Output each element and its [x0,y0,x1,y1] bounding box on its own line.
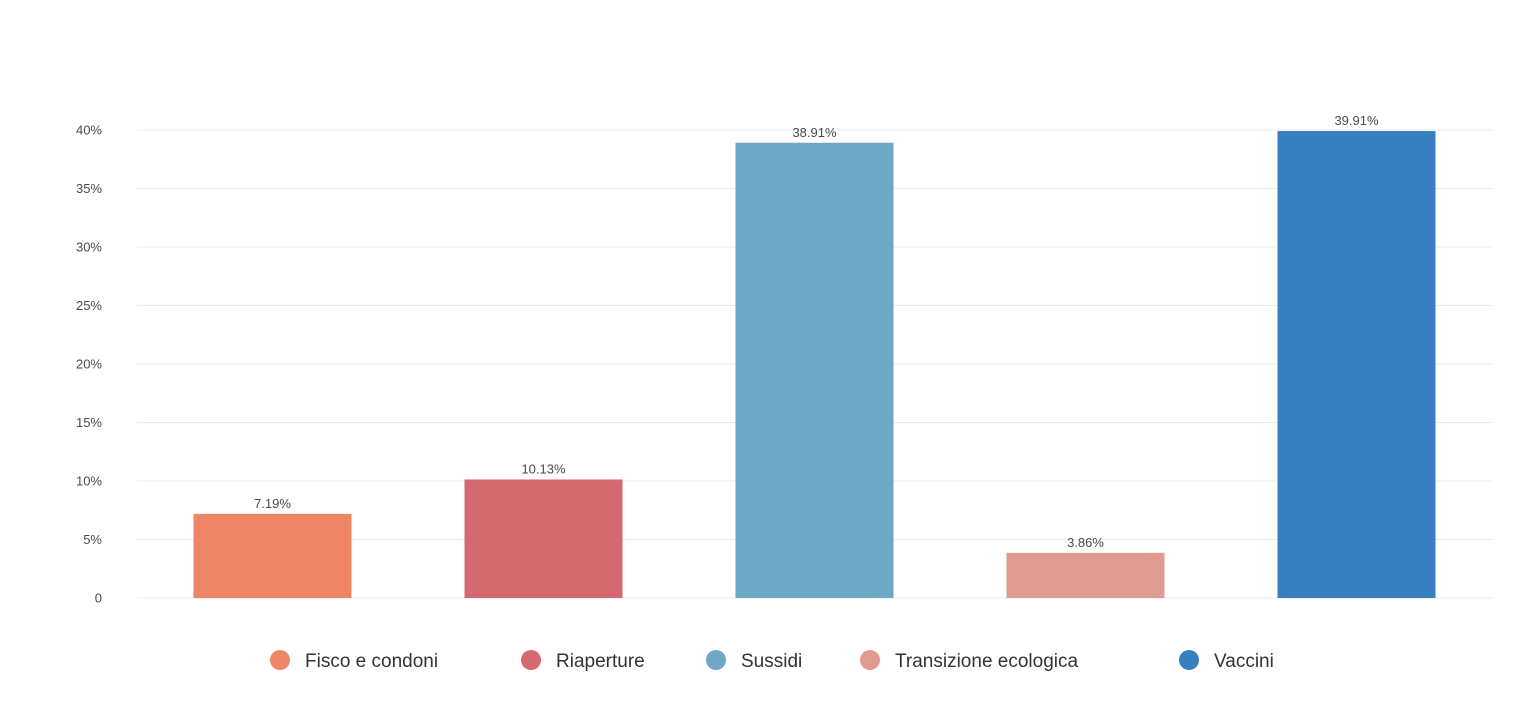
legend-label: Sussidi [741,651,802,672]
data-label: 3.86% [1067,535,1104,550]
bar [1277,131,1436,599]
data-label: 7.19% [254,496,291,511]
legend-label: Transizione ecologica [895,651,1078,672]
y-axis-ticks: 0 5% 10% 15% 20% 25% 30% 35% 40% [76,123,102,606]
y-tick-label: 30% [76,240,102,255]
legend-swatch [860,650,880,670]
bar [193,513,352,598]
legend-swatch [1179,650,1199,670]
data-labels: 7.19% 10.13% 38.91% 3.86% 39.91% [254,113,1379,550]
legend-swatch [270,650,290,670]
y-tick-label: 40% [76,123,102,138]
y-tick-label: 10% [76,474,102,489]
bar [1006,552,1165,598]
legend-label: Vaccini [1214,651,1274,672]
bar [464,479,623,598]
y-tick-label: 5% [83,532,102,547]
data-label: 38.91% [792,125,837,140]
y-tick-label: 0 [95,591,102,606]
bars [193,131,1436,599]
data-label: 39.91% [1334,113,1379,128]
legend-swatch [706,650,726,670]
y-tick-label: 25% [76,298,102,313]
y-tick-label: 15% [76,415,102,430]
y-tick-label: 35% [76,181,102,196]
legend-label: Riaperture [556,651,645,672]
y-tick-label: 20% [76,357,102,372]
legend-swatch [521,650,541,670]
data-label: 10.13% [521,461,566,476]
legend: Fisco e condoni Riaperture Sussidi Transizi… [270,650,1274,672]
bar [735,142,894,599]
legend-label: Fisco e condoni [305,651,438,672]
